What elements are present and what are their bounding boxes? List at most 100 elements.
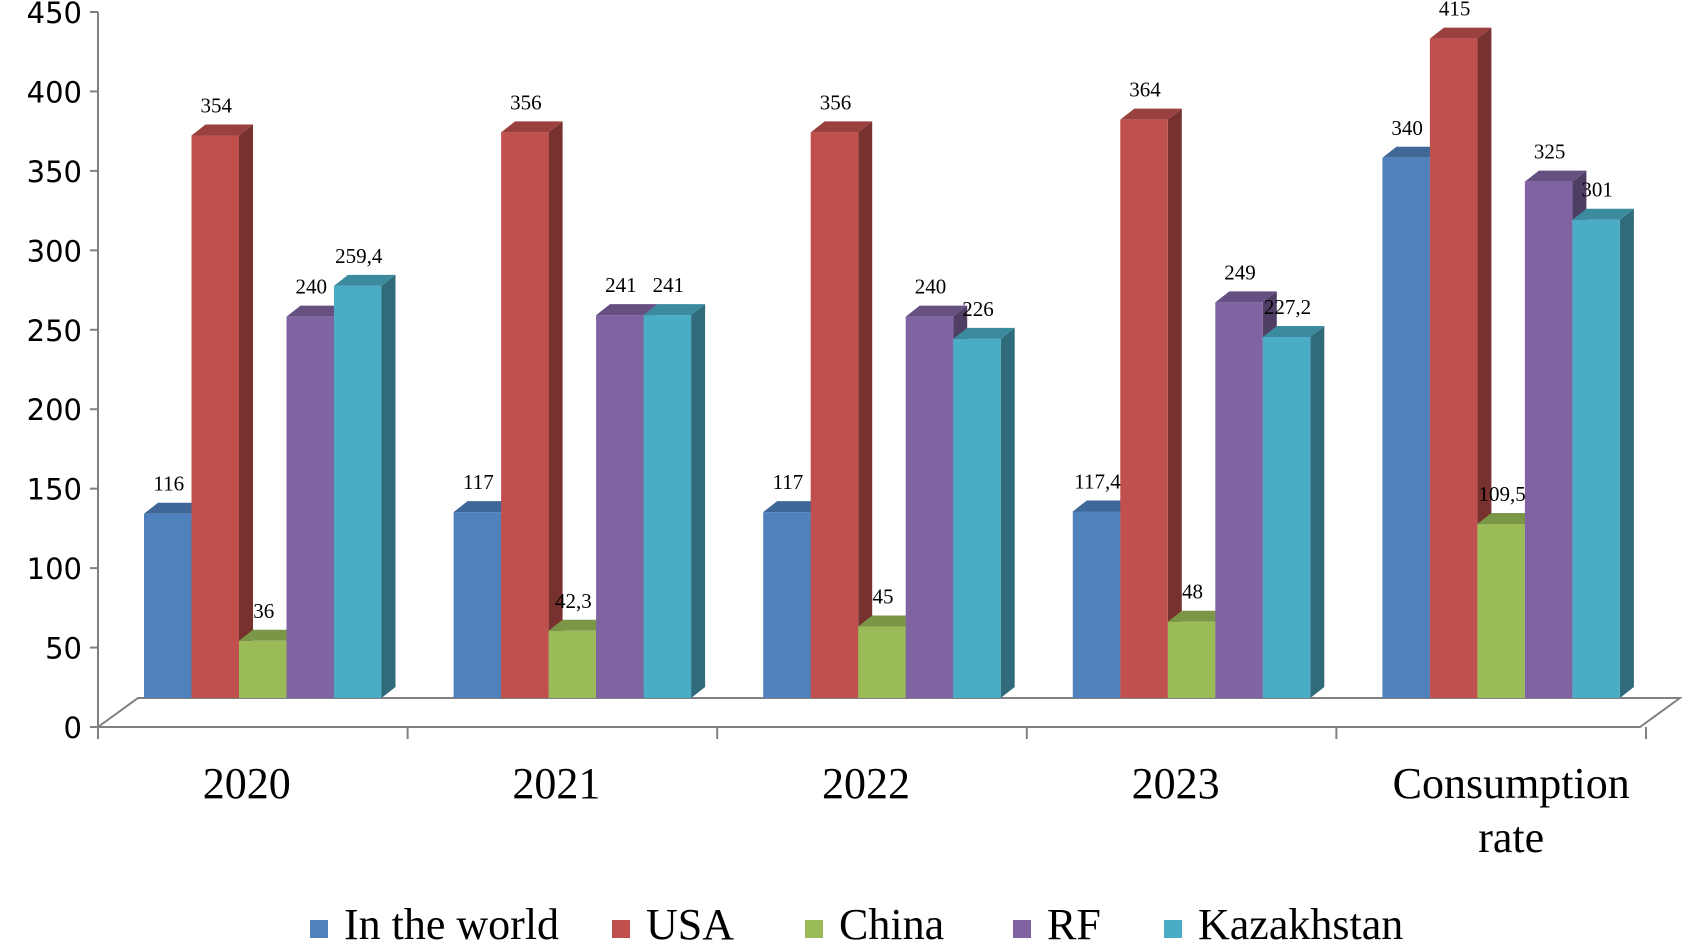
bar-side xyxy=(548,121,563,699)
data-label: 241 xyxy=(653,273,685,297)
y-tick-label: 50 xyxy=(45,632,82,666)
legend-swatch xyxy=(612,920,630,938)
bar-front xyxy=(334,285,382,698)
bar-top xyxy=(1072,500,1135,512)
bar-usa-2023 xyxy=(1120,108,1182,698)
bar-top xyxy=(334,274,396,286)
bar-top xyxy=(1572,208,1634,220)
x-tick-label: 2023 xyxy=(1132,759,1220,808)
bar-top xyxy=(858,615,920,627)
legend-item-china: China xyxy=(805,900,944,949)
bar-top xyxy=(1167,610,1230,622)
legend-label: In the world xyxy=(344,900,559,949)
data-label: 117 xyxy=(463,470,494,494)
legend-swatch xyxy=(1164,920,1182,938)
legend-swatch xyxy=(805,920,823,938)
data-label: 340 xyxy=(1391,116,1423,140)
bar-kazakhstan-2021 xyxy=(643,304,706,698)
bar-front xyxy=(1572,219,1620,698)
bar-front xyxy=(286,316,334,698)
bars xyxy=(144,27,1634,699)
bar-top xyxy=(953,327,1015,339)
bar-front xyxy=(191,135,239,699)
bar-top xyxy=(1429,27,1492,39)
legend-label: China xyxy=(839,900,944,949)
bar-top xyxy=(1262,326,1325,338)
data-label: 241 xyxy=(605,273,637,297)
bar-side xyxy=(1619,208,1634,698)
y-tick-label: 250 xyxy=(27,314,82,348)
bar-top xyxy=(453,501,516,513)
data-label: 301 xyxy=(1581,178,1613,202)
bar-top xyxy=(643,304,706,316)
data-labels: 116 354 36 240 259,4 117 356 42,3 241 241 117 356 45… xyxy=(153,0,1613,623)
data-label: 45 xyxy=(872,585,893,609)
data-label: 42,3 xyxy=(555,589,592,613)
data-label: 226 xyxy=(962,297,994,321)
x-tick-label: 2022 xyxy=(822,759,910,808)
y-tick-label: 400 xyxy=(27,75,82,109)
data-label: 36 xyxy=(253,599,274,623)
bar-side xyxy=(691,304,706,698)
bar-side xyxy=(239,124,253,699)
bar-front xyxy=(905,316,954,698)
data-label: 227,2 xyxy=(1264,295,1311,319)
data-label: 109,5 xyxy=(1479,482,1526,506)
bar-front xyxy=(596,315,644,698)
bar-usa-2021 xyxy=(501,121,563,699)
bar-top xyxy=(596,304,658,316)
bar-top xyxy=(905,305,968,317)
legend-item-in-the-world: In the world xyxy=(310,900,559,949)
y-tick-label: 0 xyxy=(64,711,82,745)
x-axis-ticks: 2020 2021 2022 2023 Consumption rate xyxy=(97,727,1647,862)
legend-swatch xyxy=(310,920,328,938)
data-label: 117 xyxy=(773,470,804,494)
bar-side xyxy=(1310,326,1325,698)
data-label: 117,4 xyxy=(1074,469,1121,493)
bar-front xyxy=(1072,511,1121,698)
data-label: 240 xyxy=(915,275,947,299)
bar-side xyxy=(1000,327,1015,698)
bar-kazakhstan-2020 xyxy=(334,274,396,698)
bar-top xyxy=(144,502,206,514)
bar-front xyxy=(1382,157,1430,698)
bar-usa-2020 xyxy=(191,124,253,699)
y-tick-label: 200 xyxy=(27,393,82,427)
data-label: 48 xyxy=(1182,580,1203,604)
bar-top xyxy=(548,619,611,631)
legend-label: Kazakhstan xyxy=(1198,900,1403,949)
data-label: 356 xyxy=(820,90,852,114)
bar-front xyxy=(1167,621,1216,698)
legend-label: RF xyxy=(1047,900,1101,949)
bar-front xyxy=(144,513,192,698)
bar-top xyxy=(1215,291,1277,303)
bar-top xyxy=(191,124,253,136)
legend-item-rf: RF xyxy=(1013,900,1101,949)
bar-front xyxy=(548,630,597,698)
data-label: 116 xyxy=(153,472,184,496)
bar-front xyxy=(1215,302,1263,698)
y-tick-label: 350 xyxy=(27,155,82,189)
y-axis-ticks: 0 50 100 150 200 250 300 350 400 450 xyxy=(27,0,98,745)
bar-usa-2022 xyxy=(810,121,873,699)
x-tick-label: rate xyxy=(1478,813,1544,862)
legend-label: USA xyxy=(646,900,734,949)
y-tick-label: 300 xyxy=(27,234,82,268)
legend-swatch xyxy=(1013,920,1031,938)
bar-front xyxy=(1524,181,1573,699)
bar-kazakhstan-consumption-rate xyxy=(1572,208,1634,698)
bar-top xyxy=(810,121,873,133)
bar-front xyxy=(1429,38,1478,699)
x-tick-label: 2020 xyxy=(203,759,291,808)
bar-front xyxy=(501,132,549,698)
bar-front xyxy=(858,626,906,698)
bar-top xyxy=(1120,108,1182,120)
bar-top xyxy=(239,629,301,641)
bar-side xyxy=(381,274,396,698)
legend-item-kazakhstan: Kazakhstan xyxy=(1164,900,1403,949)
bar-front xyxy=(1262,337,1311,698)
bar-top xyxy=(763,501,825,513)
y-tick-label: 450 xyxy=(27,0,82,30)
bar-side xyxy=(1167,108,1182,698)
